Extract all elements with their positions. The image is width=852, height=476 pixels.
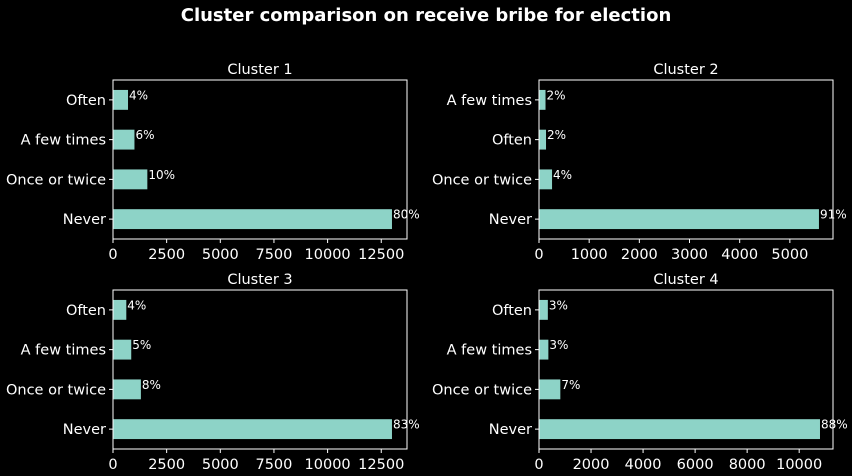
data-label: 8% bbox=[142, 378, 161, 392]
y-tick-label: Once or twice bbox=[432, 382, 532, 398]
bar bbox=[539, 129, 547, 150]
y-tick-label: Once or twice bbox=[6, 382, 106, 398]
data-label: 3% bbox=[549, 338, 568, 352]
y-tick-label: A few times bbox=[447, 343, 532, 359]
x-tick-label: 3000 bbox=[671, 247, 708, 263]
y-tick-label: Never bbox=[489, 212, 532, 228]
panels: Cluster 1 80% Never 10% Once or twice 6% A few… bbox=[6, 62, 848, 473]
x-tick-label: 7500 bbox=[255, 457, 292, 473]
bar bbox=[113, 209, 392, 230]
axes-frame bbox=[538, 79, 834, 240]
panel-title: Cluster 4 bbox=[653, 272, 718, 288]
y-tick-label: Often bbox=[66, 303, 106, 319]
panel-4: Cluster 4 88% Never 7% Once or twice 3% A few … bbox=[432, 272, 848, 473]
y-tick-label: Often bbox=[492, 303, 532, 319]
y-tick-label: A few times bbox=[21, 133, 106, 149]
x-tick-label: 4000 bbox=[625, 457, 662, 473]
data-label: 4% bbox=[553, 168, 572, 182]
y-tick-label: Never bbox=[489, 422, 532, 438]
y-tick-label: A few times bbox=[447, 93, 532, 109]
axes-frame bbox=[112, 79, 408, 240]
data-label: 3% bbox=[549, 298, 568, 312]
x-tick-label: 10000 bbox=[305, 457, 351, 473]
x-tick-label: 2000 bbox=[573, 457, 610, 473]
y-tick-label: Never bbox=[63, 212, 106, 228]
data-label: 10% bbox=[148, 168, 175, 182]
panel-3: Cluster 3 83% Never 8% Once or twice 5% A few … bbox=[6, 272, 420, 473]
bar bbox=[539, 339, 549, 360]
bar bbox=[113, 419, 392, 440]
bar bbox=[539, 299, 548, 320]
bar bbox=[539, 379, 561, 400]
x-tick-label: 7500 bbox=[255, 247, 292, 263]
bar bbox=[539, 89, 546, 110]
x-tick-label: 10000 bbox=[776, 457, 822, 473]
panel-title: Cluster 1 bbox=[227, 62, 292, 78]
panel-1: Cluster 1 80% Never 10% Once or twice 6% A few… bbox=[6, 62, 420, 263]
bar bbox=[113, 299, 127, 320]
data-label: 2% bbox=[547, 128, 566, 142]
y-tick-label: Often bbox=[66, 93, 106, 109]
x-tick-label: 12500 bbox=[358, 247, 404, 263]
bar bbox=[113, 89, 129, 110]
data-label: 4% bbox=[129, 88, 148, 102]
x-tick-label: 2500 bbox=[148, 457, 185, 473]
y-tick-label: Never bbox=[63, 422, 106, 438]
x-tick-label: 0 bbox=[108, 457, 117, 473]
x-tick-label: 12500 bbox=[358, 457, 404, 473]
x-tick-label: 2000 bbox=[621, 247, 658, 263]
bar bbox=[113, 169, 148, 190]
y-tick-label: A few times bbox=[21, 343, 106, 359]
axes-frame bbox=[112, 289, 408, 450]
bar bbox=[113, 379, 141, 400]
bar bbox=[113, 339, 132, 360]
x-tick-label: 5000 bbox=[771, 247, 808, 263]
data-label: 5% bbox=[132, 338, 151, 352]
data-label: 80% bbox=[393, 208, 420, 222]
x-tick-label: 5000 bbox=[202, 457, 239, 473]
data-label: 88% bbox=[821, 418, 848, 432]
y-tick-label: Once or twice bbox=[6, 172, 106, 188]
bar bbox=[539, 419, 820, 440]
data-label: 2% bbox=[547, 88, 566, 102]
axes-frame bbox=[538, 289, 834, 450]
panel-title: Cluster 2 bbox=[653, 62, 718, 78]
x-tick-label: 0 bbox=[108, 247, 117, 263]
y-tick-label: Once or twice bbox=[432, 172, 532, 188]
data-label: 83% bbox=[393, 418, 420, 432]
x-tick-label: 5000 bbox=[202, 247, 239, 263]
bar bbox=[539, 169, 553, 190]
data-label: 4% bbox=[127, 298, 146, 312]
figure-title: Cluster comparison on receive bribe for … bbox=[181, 5, 672, 26]
y-tick-label: Often bbox=[492, 133, 532, 149]
x-tick-label: 4000 bbox=[721, 247, 758, 263]
panel-title: Cluster 3 bbox=[227, 272, 292, 288]
data-label: 6% bbox=[135, 128, 154, 142]
x-tick-label: 1000 bbox=[571, 247, 608, 263]
x-tick-label: 0 bbox=[534, 457, 543, 473]
bar bbox=[539, 209, 819, 230]
x-tick-label: 0 bbox=[534, 247, 543, 263]
x-tick-label: 2500 bbox=[148, 247, 185, 263]
data-label: 7% bbox=[561, 378, 580, 392]
x-tick-label: 8000 bbox=[729, 457, 766, 473]
bar bbox=[113, 129, 135, 150]
x-tick-label: 6000 bbox=[677, 457, 714, 473]
x-tick-label: 10000 bbox=[305, 247, 351, 263]
